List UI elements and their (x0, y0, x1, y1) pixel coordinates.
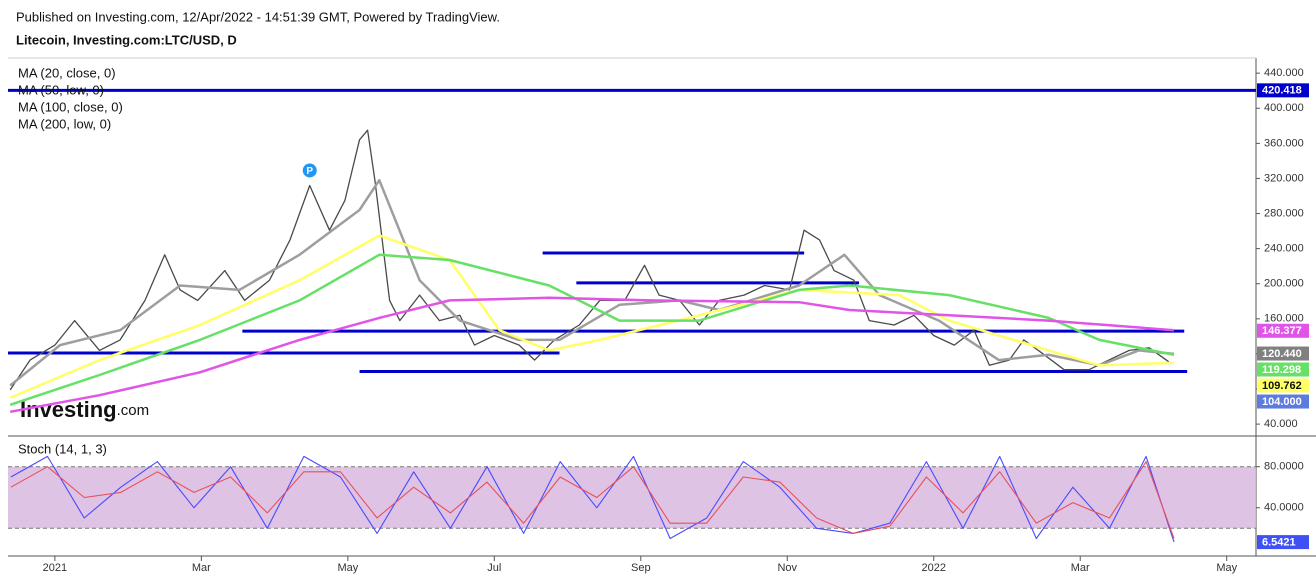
x-tick-label: 2021 (43, 562, 67, 574)
x-tick-label: May (337, 562, 358, 574)
x-tick-label: May (1216, 562, 1237, 574)
legend-entry: MA (20, close, 0) (18, 65, 116, 80)
x-tick-label: Sep (631, 562, 651, 574)
published-note: Published on Investing.com, 12/Apr/2022 … (16, 9, 500, 24)
price-badge (1257, 346, 1309, 361)
y-tick-label: 160.000 (1264, 313, 1304, 325)
series-line (9, 296, 1175, 414)
price-badge (1257, 535, 1309, 550)
price-badge-label: 120.440 (1262, 348, 1302, 360)
y-tick-label: 40.0000 (1264, 502, 1304, 514)
price-badge (1257, 83, 1309, 98)
logo-suffix: .com (117, 402, 150, 419)
price-badge-label: 6.5421 (1262, 537, 1296, 549)
marker (302, 163, 317, 178)
legend-entry: MA (100, close, 0) (18, 99, 123, 114)
x-tick-label: Nov (777, 562, 797, 574)
y-tick-label: 240.000 (1264, 243, 1304, 255)
price-badge (1257, 378, 1309, 393)
price-badge-label: 104.000 (1262, 396, 1302, 408)
x-tick-label: 2022 (922, 562, 946, 574)
y-tick-label: 400.000 (1264, 102, 1304, 114)
y-tick-label: 280.000 (1264, 207, 1304, 219)
marker-label: P (306, 166, 313, 177)
legend-entry: MA (50, low, 0) (18, 82, 104, 97)
series-line (10, 455, 1175, 543)
series-line (10, 461, 1175, 539)
series-line (9, 178, 1175, 387)
y-tick-label: 320.000 (1264, 172, 1304, 184)
price-badge (1257, 394, 1309, 409)
x-tick-label: Jul (487, 562, 501, 574)
price-badge-label: 420.418 (1262, 85, 1302, 97)
y-tick-label: 80.0000 (1264, 461, 1304, 473)
series-line (9, 234, 1175, 399)
x-tick-label: Mar (1071, 562, 1090, 574)
pane-title: Stoch (14, 1, 3) (18, 441, 107, 456)
series-line (9, 253, 1175, 406)
y-tick-label: 360.000 (1264, 137, 1304, 149)
price-badge-label: 109.762 (1262, 380, 1302, 392)
price-badge-label: 119.298 (1262, 364, 1301, 376)
price-badge-label: 146.377 (1262, 325, 1302, 337)
price-badge (1257, 323, 1309, 338)
x-tick-label: Mar (192, 562, 211, 574)
symbol-title: Litecoin, Investing.com:LTC/USD, D (16, 32, 237, 47)
legend-entry: MA (200, low, 0) (18, 116, 111, 131)
price-line (9, 129, 1170, 391)
y-tick-label: 40.000 (1264, 418, 1298, 430)
y-tick-label: 200.000 (1264, 278, 1304, 290)
price-badge (1257, 362, 1309, 377)
y-tick-label: 440.000 (1264, 67, 1304, 79)
stoch-band (8, 466, 1256, 529)
